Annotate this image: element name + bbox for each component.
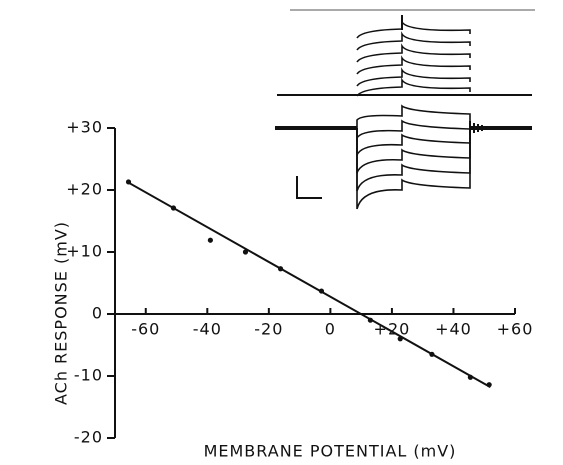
x-tick-label: 0 (325, 320, 336, 339)
scale-bar (296, 176, 322, 199)
x-tick-label: +20 (374, 320, 411, 339)
point (486, 382, 492, 388)
x-tick-label: -60 (131, 320, 160, 339)
inset-traces (275, 9, 535, 210)
point (277, 266, 284, 272)
trace (356, 128, 471, 156)
x-tick-label: -40 (193, 320, 222, 339)
point (170, 205, 177, 211)
point (397, 336, 403, 342)
point (242, 249, 249, 255)
trace (356, 55, 471, 75)
trace (356, 119, 471, 142)
trace (356, 67, 471, 87)
trace (356, 128, 471, 210)
point (467, 374, 473, 380)
point (207, 237, 213, 243)
trace (356, 128, 471, 174)
point (125, 179, 132, 185)
trace (356, 128, 471, 192)
point (318, 288, 325, 294)
trace (356, 19, 471, 39)
trace (356, 77, 471, 97)
x-tick-label: -20 (254, 320, 283, 339)
x-tick-label: +40 (435, 320, 472, 339)
trace (356, 31, 471, 51)
y-tick-label: +30 (66, 118, 103, 137)
y-tick-label: -20 (74, 428, 103, 447)
y-tick-label: 0 (92, 304, 103, 323)
trace (356, 43, 471, 63)
x-axis-label: MEMBRANE POTENTIAL (mV) (204, 442, 457, 461)
point (429, 351, 435, 357)
x-tick-label: +60 (497, 320, 534, 339)
trace (356, 104, 471, 128)
fit-line (126, 181, 491, 389)
y-tick-label: -10 (74, 366, 103, 385)
y-tick-label: +10 (66, 242, 103, 261)
y-tick-label: +20 (66, 180, 103, 199)
point (367, 317, 373, 323)
y-axis-label: ACh RESPONSE (mV) (52, 221, 71, 405)
